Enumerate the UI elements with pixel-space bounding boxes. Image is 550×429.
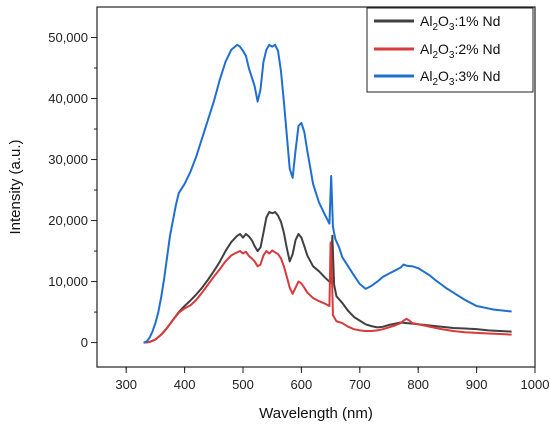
legend-label-3-rest: :3% Nd — [454, 68, 500, 84]
x-tick-label-600: 600 — [291, 377, 313, 392]
legend-label-2-sub2: 3 — [449, 50, 455, 61]
y-tick-label-40000: 40,000 — [48, 91, 88, 106]
plot-frame — [96, 6, 536, 368]
legend-label-2-sub1: 2 — [432, 50, 438, 61]
x-tick-label-900: 900 — [466, 377, 488, 392]
x-tick-label-500: 500 — [232, 377, 254, 392]
legend-label-3-sub2: 3 — [449, 77, 455, 88]
y-tick-label-0: 0 — [81, 335, 88, 350]
legend-label-1-sub1: 2 — [432, 22, 438, 33]
x-axis-label: Wavelength (nm) — [259, 405, 373, 422]
x-tick-label-700: 700 — [349, 377, 371, 392]
legend-label-2: Al2O3:2% Nd — [420, 41, 500, 61]
legend-label-3: Al2O3:3% Nd — [420, 68, 500, 88]
legend: Al2O3:1% Nd Al2O3:2% Nd Al2O3:3% Nd — [366, 7, 534, 93]
y-tick-label-10000: 10,000 — [48, 274, 88, 289]
legend-entry-3: Al2O3:3% Nd — [374, 68, 500, 88]
legend-label-1: Al2O3:1% Nd — [420, 13, 500, 33]
y-axis-ticks: 0 10,000 20,000 30,000 40,000 50,000 — [48, 30, 97, 350]
legend-label-3-mid: O — [438, 68, 449, 84]
series-line-3 — [143, 43, 512, 344]
legend-label-1-sub2: 3 — [449, 22, 455, 33]
legend-entry-1: Al2O3:1% Nd — [374, 13, 500, 33]
x-tick-label-400: 400 — [174, 377, 196, 392]
legend-label-3-sub1: 2 — [432, 77, 438, 88]
y-tick-label-30000: 30,000 — [48, 152, 88, 167]
y-axis-label: Intensity (a.u.) — [7, 139, 24, 234]
x-tick-label-800: 800 — [407, 377, 429, 392]
legend-label-2-base: Al — [420, 41, 432, 57]
x-axis-ticks: 300 400 500 600 700 800 900 1000 — [115, 367, 549, 392]
legend-label-1-base: Al — [420, 13, 432, 29]
y-tick-label-50000: 50,000 — [48, 30, 88, 45]
legend-label-3-base: Al — [420, 68, 432, 84]
series-lines — [143, 43, 512, 344]
legend-label-2-mid: O — [438, 41, 449, 57]
series-line-1 — [143, 211, 512, 344]
x-tick-label-1000: 1000 — [521, 377, 550, 392]
legend-label-1-mid: O — [438, 13, 449, 29]
series-line-2 — [143, 241, 512, 344]
legend-entry-2: Al2O3:2% Nd — [374, 41, 500, 61]
legend-label-1-rest: :1% Nd — [454, 13, 500, 29]
legend-label-2-rest: :2% Nd — [454, 41, 500, 57]
x-tick-label-300: 300 — [115, 377, 137, 392]
y-tick-label-20000: 20,000 — [48, 213, 88, 228]
